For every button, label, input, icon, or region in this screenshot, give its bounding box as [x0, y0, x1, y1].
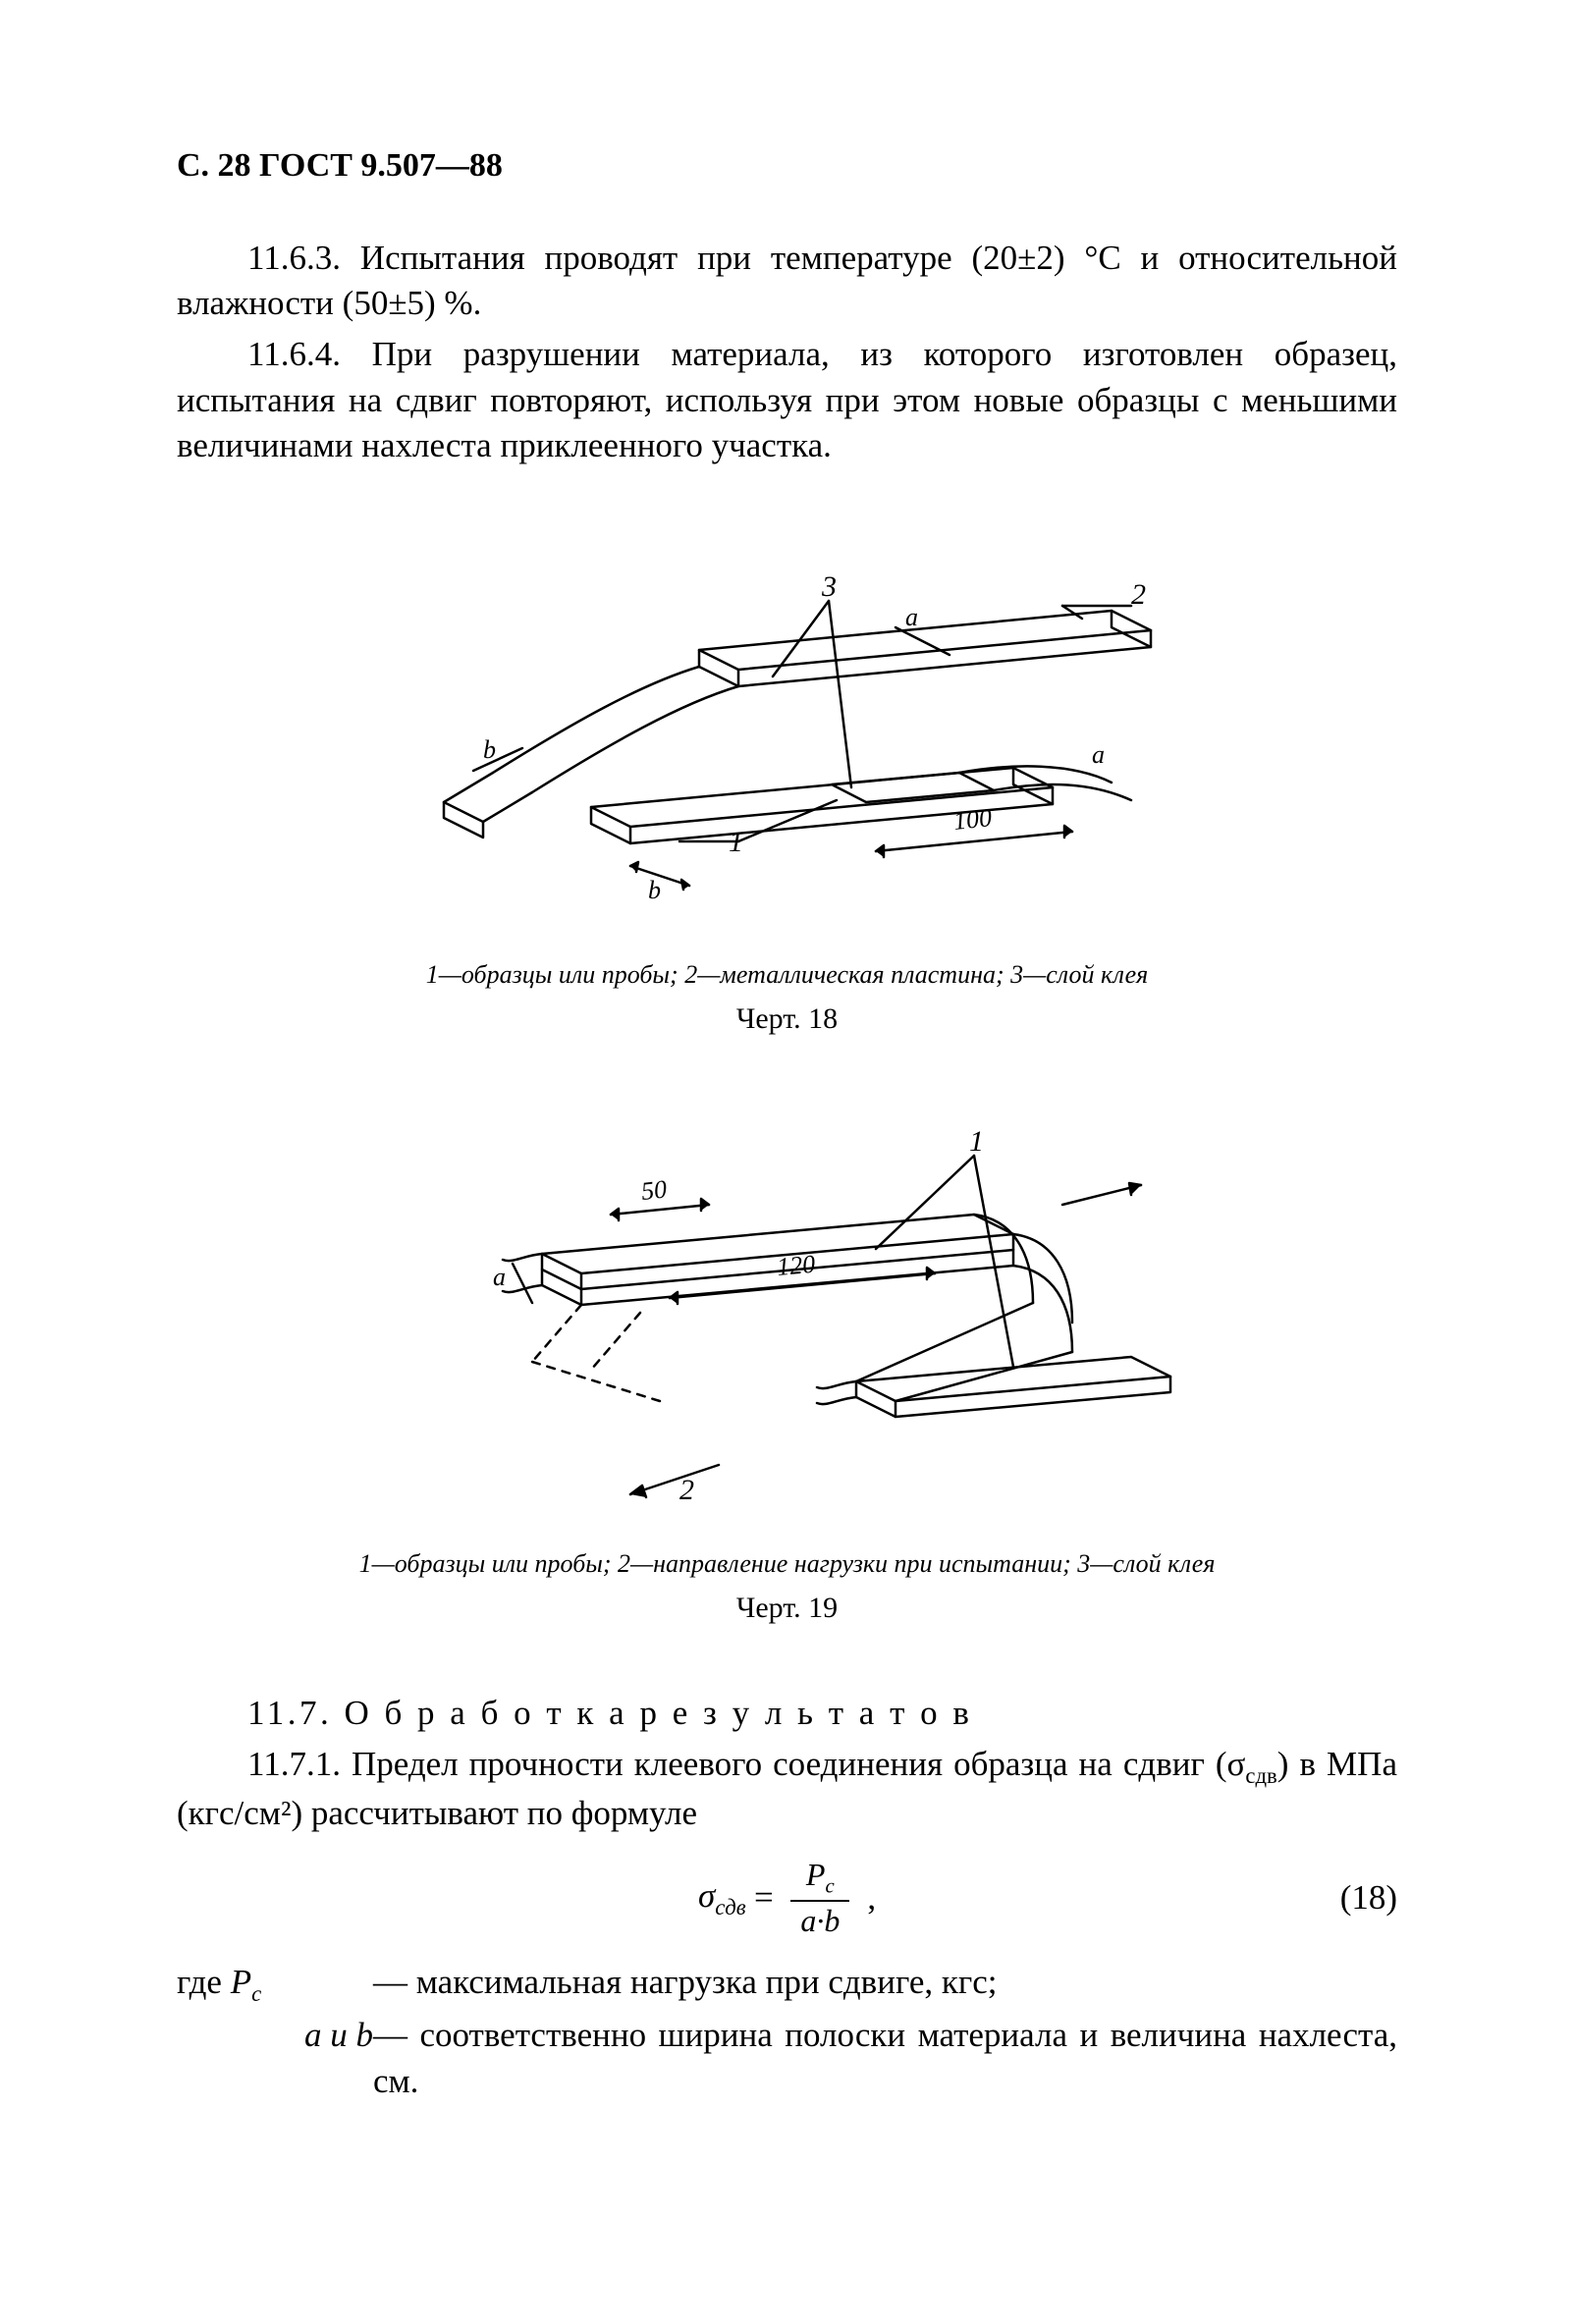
dash2: — — [373, 2016, 419, 2054]
figure-19-svg: 2 1 50 120 a — [385, 1107, 1190, 1529]
fig19-dim-a: a — [493, 1263, 506, 1291]
formula-number: (18) — [1340, 1878, 1397, 1918]
formula-tail: , — [867, 1878, 876, 1918]
where-r1-text: — максимальная нагрузка при сдвиге, кгс; — [373, 1960, 1397, 2005]
fig18-dim-100: 100 — [951, 803, 993, 836]
r2text: соответственно ширина полоски материала … — [373, 2016, 1397, 2099]
where-block: где Pс — максимальная нагрузка при сдвиг… — [177, 1960, 1397, 2103]
figure-19-caption: 1—образцы или пробы; 2—направление нагру… — [177, 1548, 1397, 1627]
dash1: — — [373, 1963, 416, 2001]
fig18-label-1: 1 — [729, 826, 743, 858]
formula-18: σсдв = Pс a·b , (18) — [177, 1854, 1397, 1942]
section-11-7-title: 11.7. О б р а б о т к а р е з у л ь т а … — [177, 1691, 1397, 1736]
where-ab: a и b — [304, 2016, 373, 2054]
figure-19-caption-text: 1—образцы или пробы; 2—направление нагру… — [359, 1549, 1216, 1578]
page-header: С. 28 ГОСТ 9.507—88 — [177, 147, 1397, 185]
figure-18-svg: 3 2 1 100 a a b — [385, 557, 1190, 940]
r1text: максимальная нагрузка при сдвиге, кгс; — [416, 1963, 998, 2001]
figure-18-title: Черт. 18 — [177, 1000, 1397, 1038]
figure-18-caption-text: 1—образцы или пробы; 2—металлическая пла… — [426, 960, 1149, 989]
where-P-sub: с — [251, 1981, 261, 2006]
frac-bar — [790, 1900, 849, 1902]
formula-body: σсдв = Pс a·b , — [698, 1858, 876, 1938]
figure-19: 2 1 50 120 a — [177, 1107, 1397, 1627]
fig18-label-2: 2 — [1131, 578, 1146, 611]
figure-18: 3 2 1 100 a a b — [177, 557, 1397, 1038]
p1171-sub: сдв — [1245, 1763, 1276, 1788]
sigma: σ — [698, 1876, 715, 1915]
page: С. 28 ГОСТ 9.507—88 11.6.3. Испытания пр… — [0, 0, 1574, 2324]
where-r2-text: — соответственно ширина полоски материал… — [373, 2013, 1397, 2103]
para-text: 11.6.4. При разрушении материала, из кот… — [177, 335, 1397, 463]
sigma-sub: сдв — [715, 1895, 745, 1919]
frac-num: Pс — [796, 1858, 844, 1898]
formula-eq: = — [752, 1878, 776, 1918]
section-num: 11.7. — [247, 1694, 332, 1732]
fig18-dim-a-right: a — [1092, 740, 1105, 769]
P: P — [806, 1857, 826, 1892]
frac-den: a·b — [790, 1904, 849, 1938]
paragraph-11-6-3: 11.6.3. Испытания проводят при температу… — [177, 236, 1397, 326]
formula-lhs: σсдв — [698, 1876, 746, 1920]
where-P: P — [231, 1963, 251, 2001]
figure-18-caption: 1—образцы или пробы; 2—металлическая пла… — [177, 959, 1397, 1038]
formula-fraction: Pс a·b — [790, 1858, 849, 1938]
fig18-dim-b-bottom: b — [648, 876, 661, 904]
where-r1-label: где Pс — [177, 1960, 373, 2009]
where-row-2: a и b — соответственно ширина полоски ма… — [177, 2013, 1397, 2103]
fig19-label-2: 2 — [679, 1474, 694, 1506]
fig18-dim-a-top: a — [905, 603, 918, 631]
where-r2-label: a и b — [177, 2013, 373, 2058]
para-text: 11.6.3. Испытания проводят при температу… — [177, 239, 1397, 322]
figure-19-title: Черт. 19 — [177, 1590, 1397, 1627]
fig18-label-3: 3 — [821, 570, 837, 603]
paragraph-11-7-1: 11.7.1. Предел прочности клеевого соедин… — [177, 1742, 1397, 1836]
P-sub: с — [825, 1874, 834, 1897]
paragraph-11-6-4: 11.6.4. При разрушении материала, из кот… — [177, 332, 1397, 468]
where-intro: где — [177, 1963, 231, 2001]
fig19-dim-120: 120 — [775, 1250, 815, 1281]
fig19-dim-50: 50 — [639, 1174, 668, 1206]
fig19-label-1: 1 — [969, 1125, 984, 1158]
fig18-dim-b-left: b — [483, 735, 496, 764]
section-text: О б р а б о т к а р е з у л ь т а т о в — [344, 1694, 972, 1732]
p1171-a: 11.7.1. Предел прочности клеевого соедин… — [247, 1745, 1245, 1783]
where-row-1: где Pс — максимальная нагрузка при сдвиг… — [177, 1960, 1397, 2009]
